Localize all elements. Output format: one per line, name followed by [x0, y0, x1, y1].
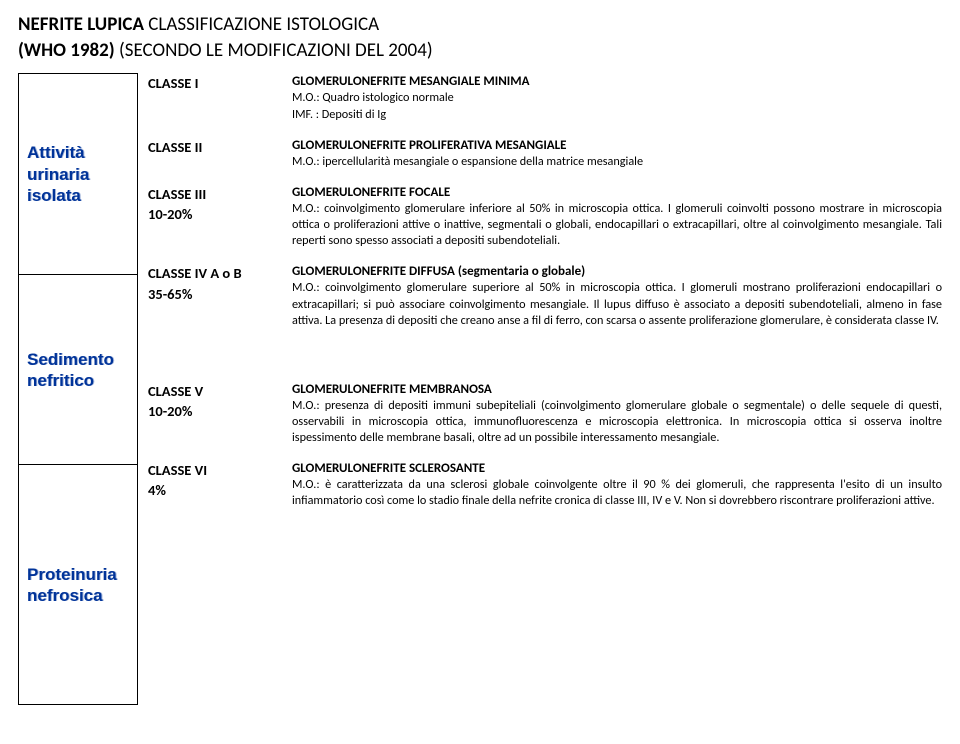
class-body: M.O.: è caratterizzata da una sclerosi g… [292, 477, 942, 509]
sidebar-box-2: Sedimento nefritico [18, 275, 138, 465]
class-label-text: CLASSE VI [148, 460, 278, 480]
main-column: CLASSE I GLOMERULONEFRITE MESANGIALE MIN… [148, 73, 942, 705]
class-label-text: CLASSE IV A o B [148, 263, 278, 283]
sidebar-text-1: Attività urinaria isolata [27, 142, 129, 206]
class-pct: 10-20% [148, 401, 278, 421]
class-row-2: CLASSE II GLOMERULONEFRITE PROLIFERATIVA… [148, 137, 942, 170]
class-heading: GLOMERULONEFRITE PROLIFERATIVA MESANGIAL… [292, 137, 942, 154]
title-bold-1: NEFRITE LUPICA [18, 13, 144, 36]
class-label-4: CLASSE IV A o B 35-65% [148, 263, 278, 328]
class-desc-3: GLOMERULONEFRITE FOCALE M.O.: coinvolgim… [292, 184, 942, 249]
class-label-text: CLASSE II [148, 137, 278, 157]
class-desc-4: GLOMERULONEFRITE DIFFUSA (segmentaria o … [292, 263, 942, 328]
class-label-6: CLASSE VI 4% [148, 460, 278, 509]
class-heading: GLOMERULONEFRITE MESANGIALE MINIMA [292, 73, 942, 90]
class-desc-6: GLOMERULONEFRITE SCLEROSANTE M.O.: è car… [292, 460, 942, 509]
class-body: M.O.: coinvolgimento glomerulare superio… [292, 280, 942, 328]
class-label-5: CLASSE V 10-20% [148, 381, 278, 446]
class-row-1: CLASSE I GLOMERULONEFRITE MESANGIALE MIN… [148, 73, 942, 122]
class-desc-5: GLOMERULONEFRITE MEMBRANOSA M.O.: presen… [292, 381, 942, 446]
class-row-3: CLASSE III 10-20% GLOMERULONEFRITE FOCAL… [148, 184, 942, 249]
class-label-text: CLASSE V [148, 381, 278, 401]
title-reg-1: CLASSIFICAZIONE ISTOLOGICA [144, 13, 379, 36]
class-pct: 4% [148, 480, 278, 500]
class-heading: GLOMERULONEFRITE FOCALE [292, 184, 942, 201]
class-desc-1: GLOMERULONEFRITE MESANGIALE MINIMA M.O.:… [292, 73, 942, 122]
class-pct: 35-65% [148, 284, 278, 304]
sidebar-box-1: Attività urinaria isolata [18, 73, 138, 275]
class-body: M.O.: presenza di depositi immuni subepi… [292, 398, 942, 446]
page-title-block: NEFRITE LUPICA CLASSIFICAZIONE ISTOLOGIC… [18, 12, 942, 63]
content-row: Attività urinaria isolata Sedimento nefr… [18, 73, 942, 705]
sidebar-column: Attività urinaria isolata Sedimento nefr… [18, 73, 138, 705]
class-row-4: CLASSE IV A o B 35-65% GLOMERULONEFRITE … [148, 263, 942, 328]
class-label-1: CLASSE I [148, 73, 278, 122]
group-gap [148, 343, 942, 367]
sidebar-box-3: Proteinuria nefrosica [18, 465, 138, 705]
title-bold-2: (WHO 1982) [18, 39, 115, 62]
class-heading: GLOMERULONEFRITE MEMBRANOSA [292, 381, 942, 398]
class-label-2: CLASSE II [148, 137, 278, 170]
class-desc-2: GLOMERULONEFRITE PROLIFERATIVA MESANGIAL… [292, 137, 942, 170]
sidebar-text-3: Proteinuria nefrosica [27, 564, 129, 607]
class-heading: GLOMERULONEFRITE SCLEROSANTE [292, 460, 942, 477]
class-pct: 10-20% [148, 204, 278, 224]
sidebar-text-2: Sedimento nefritico [27, 349, 129, 392]
class-label-3: CLASSE III 10-20% [148, 184, 278, 249]
class-label-text: CLASSE III [148, 184, 278, 204]
class-row-5: CLASSE V 10-20% GLOMERULONEFRITE MEMBRAN… [148, 381, 942, 446]
class-body: M.O.: Quadro istologico normaleIMF. : De… [292, 90, 942, 122]
class-body: M.O.: coinvolgimento glomerulare inferio… [292, 201, 942, 249]
class-heading: GLOMERULONEFRITE DIFFUSA (segmentaria o … [292, 263, 942, 280]
title-reg-2: (SECONDO LE MODIFICAZIONI DEL 2004) [115, 39, 433, 62]
class-body: M.O.: ipercellularità mesangiale o espan… [292, 154, 942, 170]
class-row-6: CLASSE VI 4% GLOMERULONEFRITE SCLEROSANT… [148, 460, 942, 509]
class-label-text: CLASSE I [148, 73, 278, 93]
